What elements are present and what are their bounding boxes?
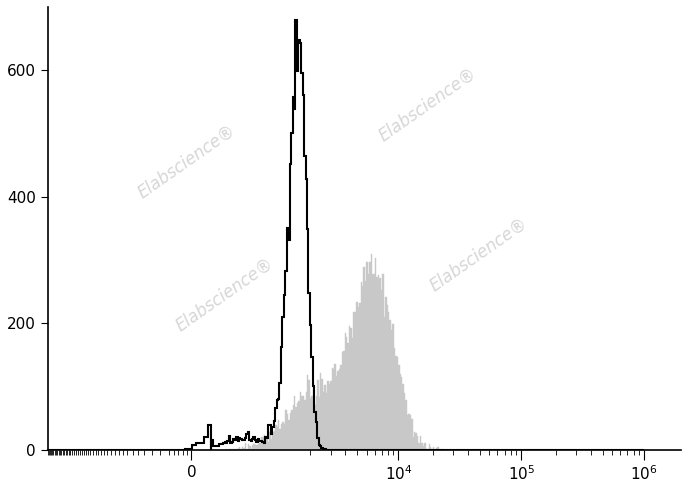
Text: Elabscience®: Elabscience®	[376, 64, 480, 145]
Text: Elabscience®: Elabscience®	[173, 254, 277, 335]
Text: Elabscience®: Elabscience®	[426, 215, 530, 295]
Text: Elabscience®: Elabscience®	[135, 122, 239, 202]
